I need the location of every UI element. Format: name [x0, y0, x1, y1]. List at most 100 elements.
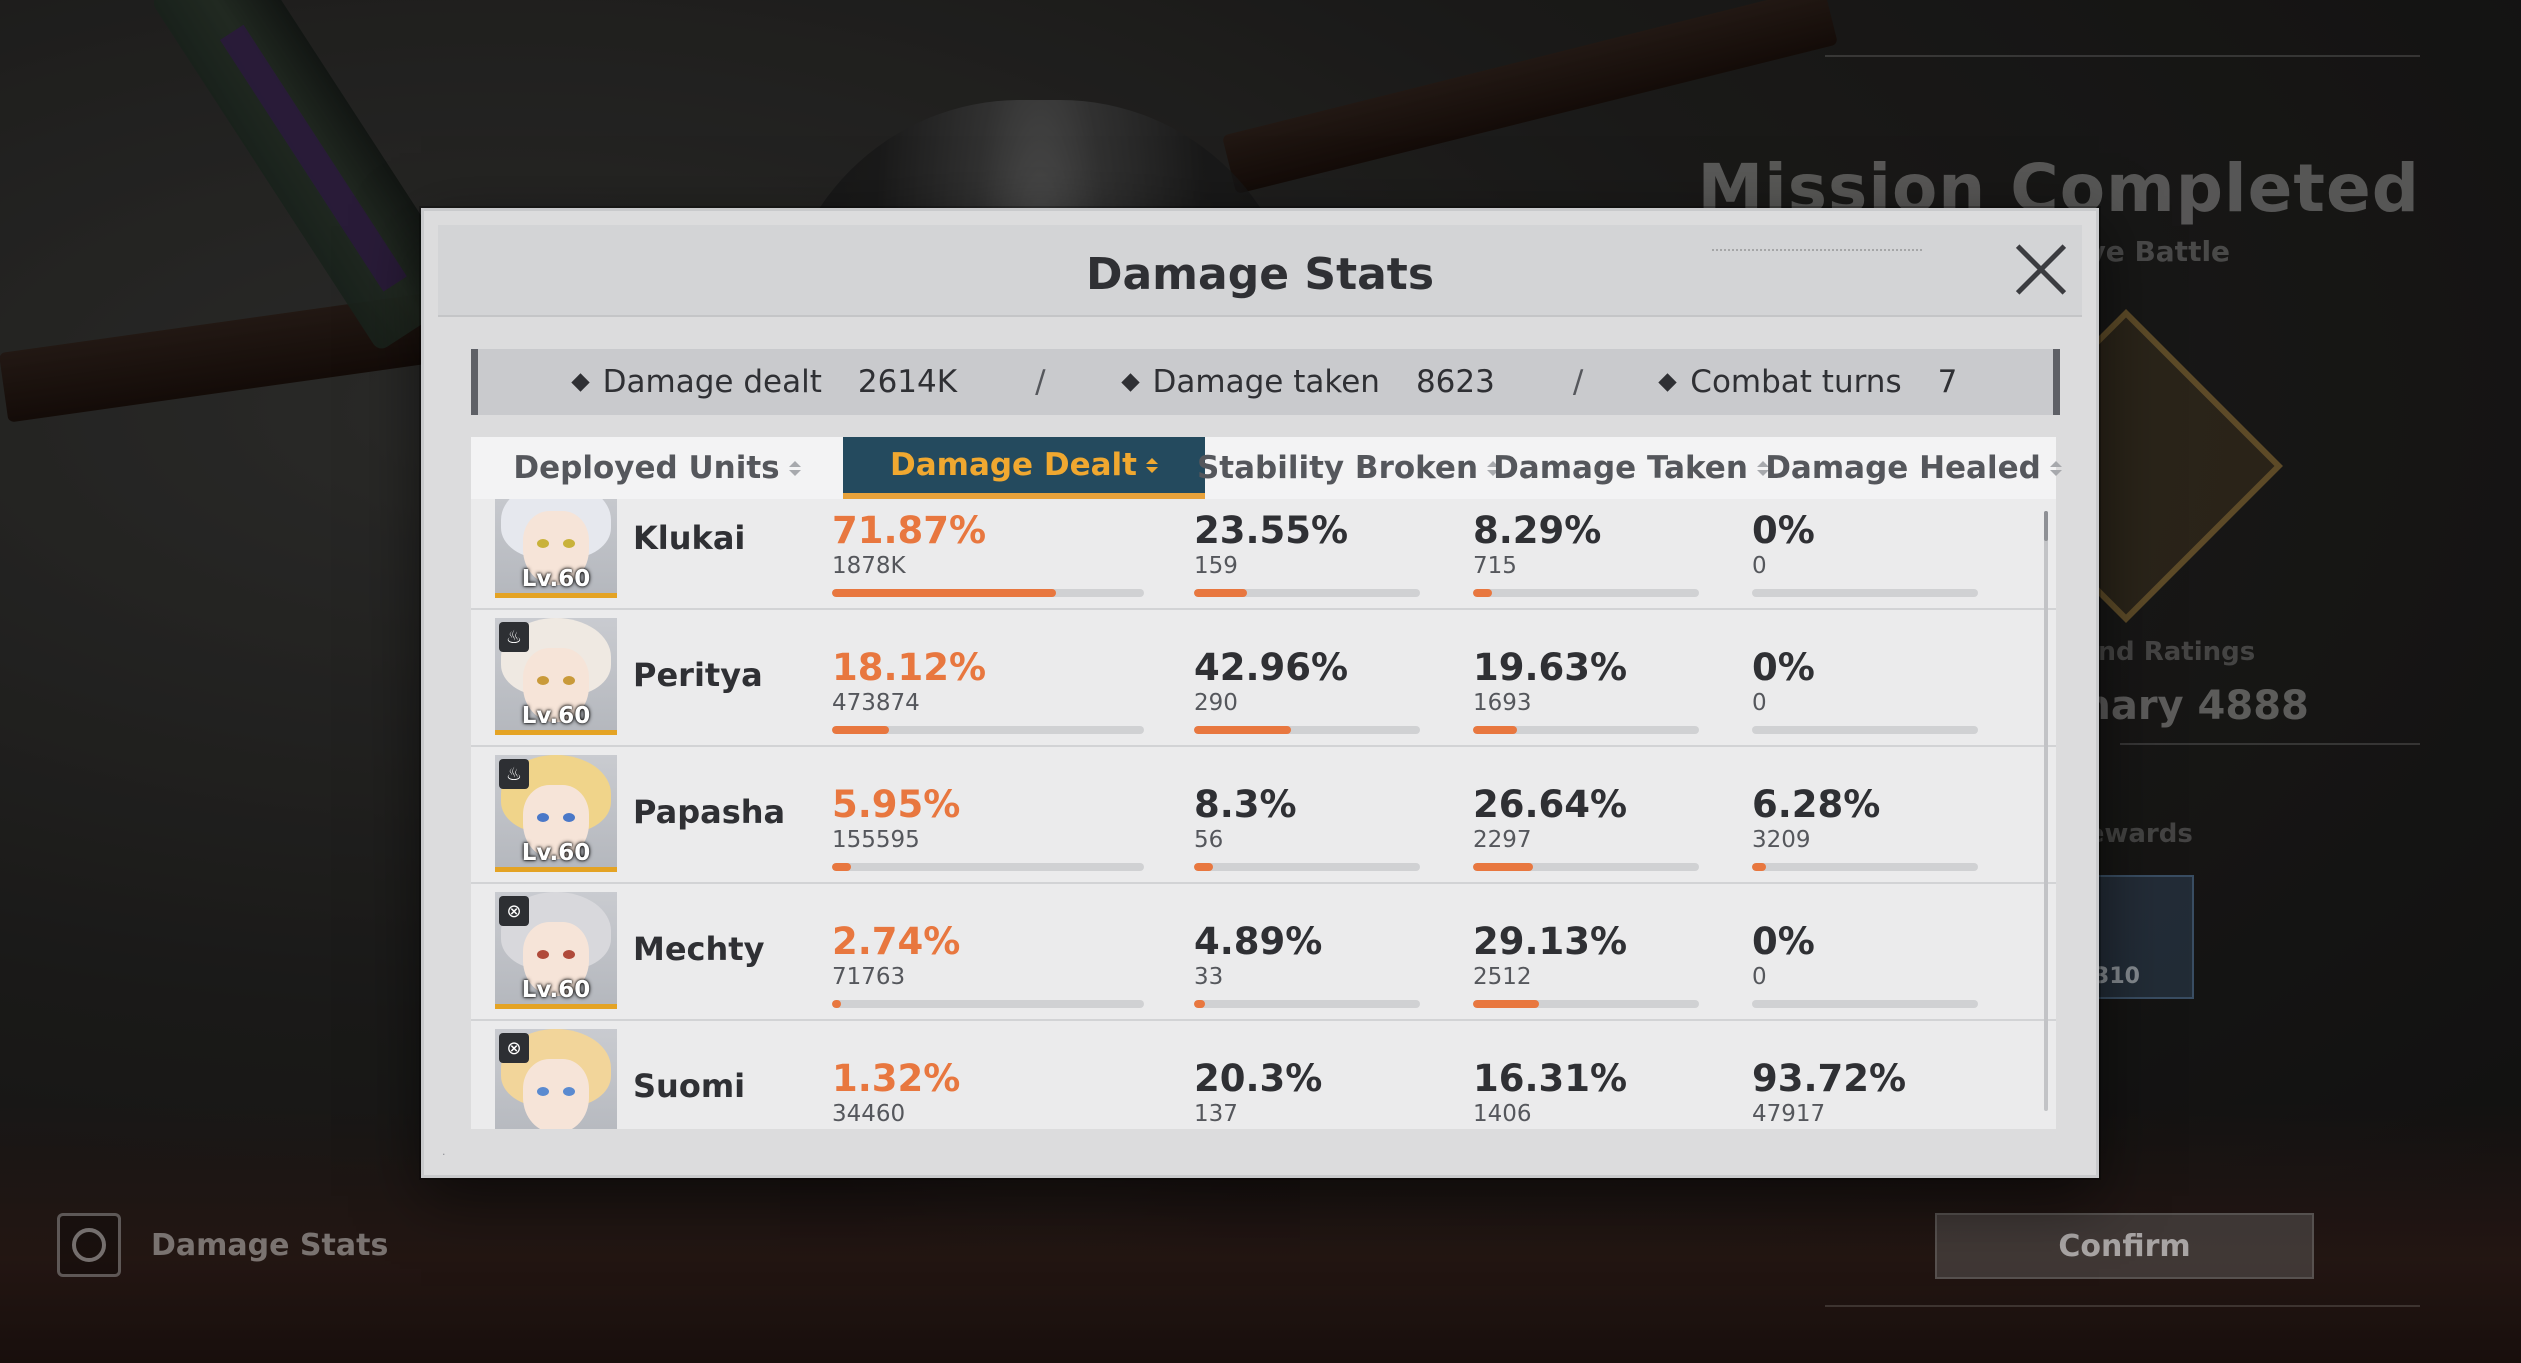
- scrollbar-thumb[interactable]: [2044, 511, 2048, 541]
- stat-percent: 71.87%: [832, 509, 987, 552]
- stat-bar-fill: [832, 863, 851, 871]
- stat-bar: [1194, 726, 1420, 734]
- table-body[interactable]: Lv.60 Klukai 71.87% 1878K 23.55% 159 8.29% 715 0…: [471, 499, 2056, 1129]
- confirm-button[interactable]: Confirm: [1935, 1213, 2314, 1279]
- stat-raw-value: 2297: [1473, 827, 1532, 853]
- summary-label: Damage taken: [1152, 364, 1380, 400]
- table-row[interactable]: ⊗ Suomi 1.32% 34460 20.3% 137 16.31% 1406 93.72%…: [471, 1019, 2056, 1129]
- avatar-eye: [563, 813, 575, 822]
- stat-raw-value: 47917: [1752, 1101, 1826, 1127]
- divider: [1825, 1305, 2420, 1307]
- stat-percent: 19.63%: [1473, 646, 1628, 689]
- diamond-icon: [1658, 372, 1677, 392]
- stat-percent: 20.3%: [1194, 1057, 1323, 1100]
- stat-percent: 16.31%: [1473, 1057, 1628, 1100]
- stat-percent: 93.72%: [1752, 1057, 1907, 1100]
- table-row[interactable]: ♨ Lv.60 Perityа 18.12% 473874 42.96% 290 19.63%…: [471, 608, 2056, 747]
- stat-raw-value: 56: [1194, 827, 1224, 853]
- stat-bar-fill: [1194, 589, 1248, 597]
- damage-stats-table: Deployed Units Damage Dealt Stability Br…: [471, 437, 2062, 1129]
- avatar-face: [523, 922, 589, 996]
- summary-label: Damage dealt: [602, 364, 822, 400]
- avatar-eye: [537, 676, 549, 685]
- stat-percent: 26.64%: [1473, 783, 1628, 826]
- stat-cell-broken: 23.55% 159: [1194, 511, 1420, 597]
- header-decoration: [1712, 249, 1922, 255]
- column-header-label: Damage Dealt: [889, 447, 1137, 483]
- stat-bar-fill: [832, 589, 1057, 597]
- stat-percent: 18.12%: [832, 646, 987, 689]
- summary-value: 8623: [1415, 364, 1495, 400]
- column-header-damage-healed[interactable]: Damage Healed: [1765, 437, 2062, 499]
- stat-cell-healed: 0% 0: [1752, 511, 1978, 597]
- divider: [2120, 743, 2420, 745]
- stat-raw-value: 715: [1473, 553, 1517, 579]
- damage-stats-icon: [57, 1213, 121, 1277]
- unit-avatar: ♨ Lv.60: [495, 618, 617, 735]
- stat-cell-dealt: 1.32% 34460: [832, 1059, 1144, 1129]
- table-row[interactable]: ♨ Lv.60 Papasha 5.95% 155595 8.3% 56 26.64% 2297…: [471, 745, 2056, 884]
- stat-cell-broken: 20.3% 137: [1194, 1059, 1420, 1129]
- unit-class-icon: ⊗: [499, 896, 529, 926]
- stat-cell-healed: 93.72% 47917: [1752, 1059, 1978, 1129]
- stat-bar: [1752, 726, 1978, 734]
- column-header-damage-dealt[interactable]: Damage Dealt: [843, 437, 1205, 499]
- avatar-eye: [563, 950, 575, 959]
- diamond-icon: [1120, 372, 1140, 392]
- stat-bar-fill: [1194, 863, 1213, 871]
- stat-cell-taken: 19.63% 1693: [1473, 646, 1699, 734]
- column-header-deployed-units[interactable]: Deployed Units: [471, 437, 843, 499]
- stat-bar: [1194, 863, 1420, 871]
- avatar-face: [523, 511, 589, 585]
- stat-cell-broken: 42.96% 290: [1194, 648, 1420, 734]
- stat-bar: [1473, 863, 1699, 871]
- summary-damage-taken: Damage taken 8623: [1120, 364, 1495, 400]
- unit-name: Perityа: [633, 656, 763, 694]
- sort-icon: [1146, 457, 1158, 473]
- dialog-header: Damage Stats: [438, 225, 2082, 317]
- avatar-eye: [537, 539, 549, 548]
- avatar-rarity-bar: [495, 1004, 617, 1009]
- stat-raw-value: 155595: [832, 827, 920, 853]
- avatar-eye: [563, 1087, 575, 1096]
- summary-label: Combat turns: [1690, 364, 1902, 400]
- scrollbar[interactable]: [2044, 511, 2048, 1111]
- stat-raw-value: 1406: [1473, 1101, 1532, 1127]
- sort-icon: [788, 460, 801, 476]
- stat-raw-value: 473874: [832, 690, 920, 716]
- table-row[interactable]: Lv.60 Klukai 71.87% 1878K 23.55% 159 8.29% 715 0…: [471, 499, 2056, 610]
- stat-cell-healed: 0% 0: [1752, 922, 1978, 1008]
- divider: [1825, 55, 2420, 57]
- column-header-stability-broken[interactable]: Stability Broken: [1197, 437, 1500, 499]
- stat-bar: [1473, 1000, 1699, 1008]
- unit-avatar: Lv.60: [495, 499, 617, 598]
- column-header-damage-taken[interactable]: Damage Taken: [1491, 437, 1771, 499]
- sort-icon: [1756, 460, 1769, 476]
- reward-count: 310: [2094, 964, 2140, 989]
- stat-bar: [832, 863, 1144, 871]
- summary-value: 2614K: [857, 364, 958, 400]
- stat-percent: 6.28%: [1752, 783, 1881, 826]
- unit-level: Lv.60: [521, 566, 591, 592]
- stat-raw-value: 1693: [1473, 690, 1532, 716]
- column-header-label: Damage Taken: [1493, 450, 1748, 486]
- stat-percent: 8.3%: [1194, 783, 1297, 826]
- stat-bar-fill: [1752, 863, 1767, 871]
- dialog-title: Damage Stats: [1085, 249, 1435, 300]
- unit-avatar: ⊗ Lv.60: [495, 892, 617, 1009]
- stat-percent: 4.89%: [1194, 920, 1323, 963]
- close-icon[interactable]: [2012, 241, 2070, 299]
- damage-stats-shortcut-label: Damage Stats: [151, 1227, 389, 1263]
- column-header-label: Damage Healed: [1765, 450, 2041, 486]
- sort-icon: [1487, 460, 1500, 476]
- corner-decoration: ·: [442, 1148, 448, 1161]
- damage-stats-shortcut[interactable]: Damage Stats: [57, 1213, 389, 1277]
- stat-bar: [1752, 1000, 1978, 1008]
- stat-percent: 8.29%: [1473, 509, 1602, 552]
- avatar-rarity-bar: [495, 730, 617, 735]
- avatar-eye: [563, 539, 575, 548]
- column-header-label: Stability Broken: [1196, 450, 1479, 486]
- table-row[interactable]: ⊗ Lv.60 Mechty 2.74% 71763 4.89% 33 29.13% 2512 0…: [471, 882, 2056, 1021]
- stat-percent: 5.95%: [832, 783, 961, 826]
- stat-bar: [832, 1000, 1144, 1008]
